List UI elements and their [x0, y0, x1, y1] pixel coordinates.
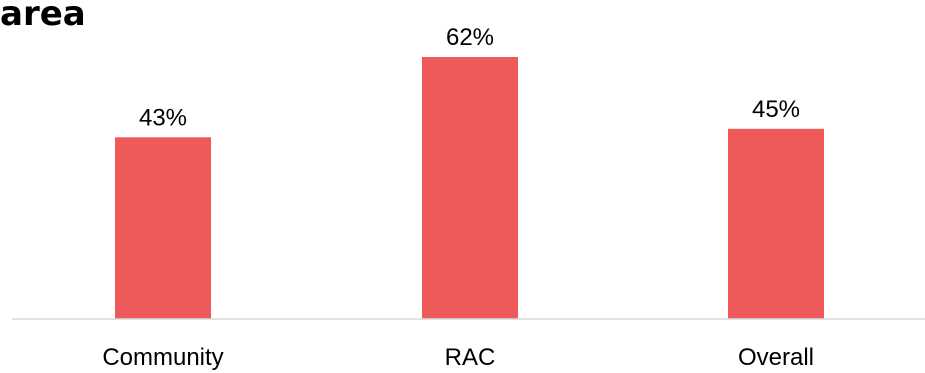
category-label-community: Community [102, 344, 223, 371]
category-labels-group: Community RAC Overall [102, 344, 814, 371]
bar-rac [422, 57, 518, 319]
category-label-rac: RAC [445, 344, 496, 371]
data-label-rac: 62% [446, 24, 494, 51]
data-labels-group: 43% 62% 45% [139, 24, 800, 131]
data-label-community: 43% [139, 104, 187, 131]
data-label-overall: 45% [752, 96, 800, 123]
category-label-overall: Overall [738, 344, 814, 371]
bars-group [115, 57, 824, 319]
bar-overall [728, 128, 824, 319]
chart-title-fragment: area [0, 0, 86, 34]
bar-community [115, 137, 211, 319]
